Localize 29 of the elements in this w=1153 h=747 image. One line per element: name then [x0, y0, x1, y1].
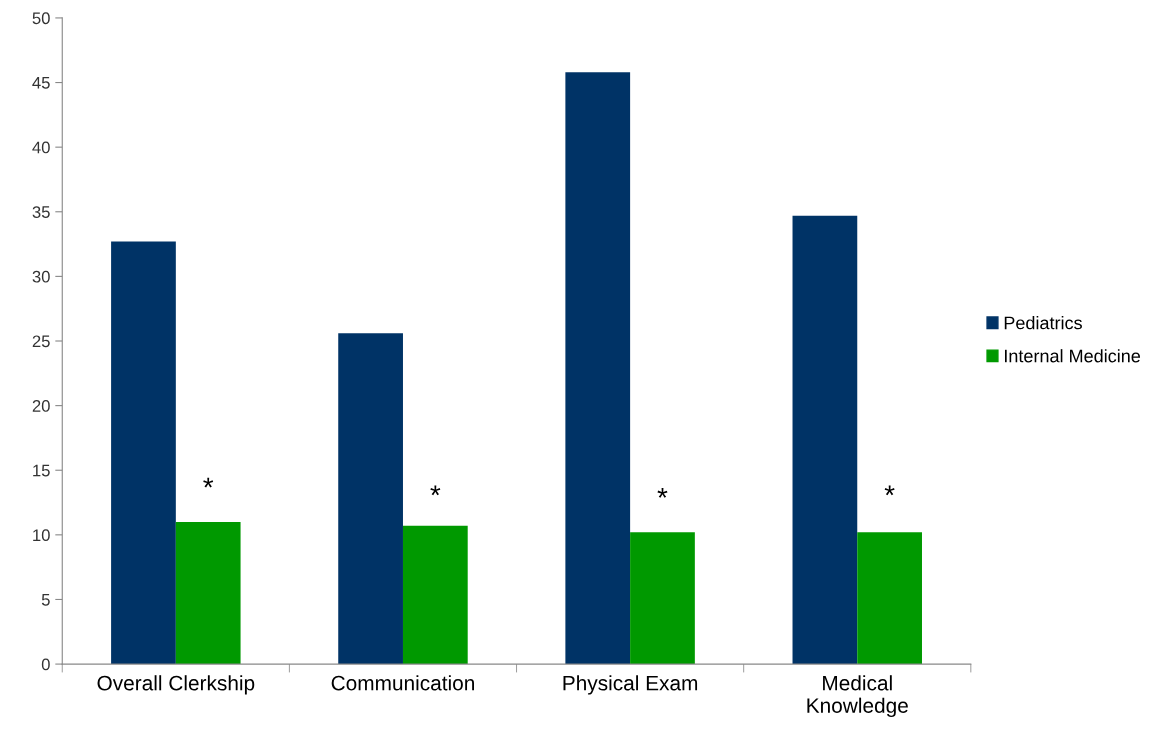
- y-tick-label: 30: [32, 270, 50, 283]
- legend-label: Pediatrics: [1004, 316, 1082, 330]
- y-tick-label: 35: [32, 206, 50, 218]
- y-tick-label: 50: [32, 12, 50, 25]
- y-tick-label: 5: [41, 594, 50, 606]
- legend-label: Internal Medicine: [1004, 349, 1141, 363]
- annotation: *: [430, 485, 441, 496]
- y-tick-label: 20: [32, 400, 50, 412]
- x-tick-label: Medical Knowledge: [807, 675, 908, 718]
- y-tick-label: 10: [33, 529, 50, 542]
- x-tick-label: Overall Clerkship: [97, 675, 255, 695]
- bar: [338, 333, 403, 665]
- x-tick-label: Physical Exam: [563, 675, 698, 695]
- bar: [857, 532, 922, 665]
- y-tick-label: 25: [32, 335, 50, 348]
- bar: [402, 525, 468, 665]
- x-tick-label: Communication: [331, 675, 474, 691]
- bar: [565, 72, 631, 665]
- bar: [630, 532, 695, 665]
- y-tick-label: 45: [32, 77, 50, 89]
- y-tick-label: 40: [32, 141, 50, 154]
- annotation: *: [884, 485, 895, 496]
- y-tick-label: 0: [41, 658, 50, 671]
- bar: [111, 241, 176, 665]
- bar: [175, 521, 241, 665]
- y-tick-label: 15: [33, 464, 50, 477]
- annotation: *: [657, 488, 668, 498]
- bar: [792, 215, 858, 665]
- annotation: *: [203, 477, 214, 488]
